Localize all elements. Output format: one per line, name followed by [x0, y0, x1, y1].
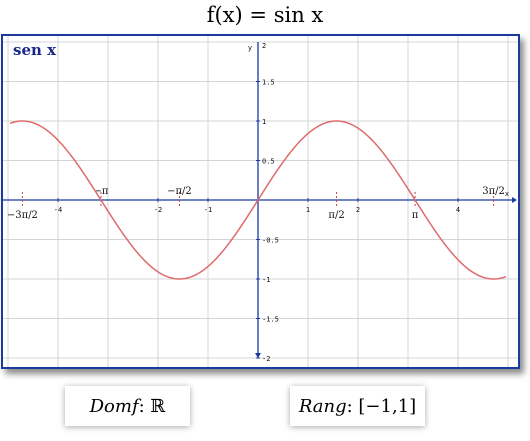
pi-tick-label: π/2 — [328, 210, 344, 221]
y-tick-label: 1.5 — [262, 79, 275, 87]
y-axis-arrow — [255, 353, 261, 358]
y-tick-label: -0.5 — [262, 237, 279, 245]
y-axis-label: y — [248, 44, 252, 52]
x-tick-label: -2 — [154, 206, 162, 214]
y-top-label: 2 — [262, 42, 266, 50]
y-tick-label: 1 — [262, 118, 266, 126]
x-axis-label: x — [505, 190, 509, 198]
chart-title: sen x — [13, 41, 57, 59]
range-label: Rang — [299, 396, 347, 417]
x-axis-arrow — [512, 197, 517, 203]
y-tick-label: -1.5 — [262, 316, 279, 324]
range-caption: Rang: [−1,1] — [290, 386, 425, 426]
chart-frame: x y -4 -2 -1 1 2 4 1.5 1 0.5 -0.5 -1 -1.5 -2 2 −3π/2 −π −π… — [1, 34, 520, 369]
x-tick-label: -1 — [204, 206, 212, 214]
domain-value: : ℝ — [139, 396, 166, 417]
x-tick-label: -4 — [54, 206, 62, 214]
pi-tick-label: −π/2 — [167, 186, 192, 197]
y-tick-label: 0.5 — [262, 158, 275, 166]
pi-tick-label: 3π/2 — [482, 186, 505, 197]
x-tick-label: 2 — [356, 206, 360, 214]
y-tick-label: -1 — [262, 276, 270, 284]
sine-chart: xy-4 -2 -1 1 2 41.510.5-0.5-1-1.5-22−3π/2−π −π… — [3, 36, 518, 367]
domain-caption: Domf: ℝ — [65, 386, 190, 426]
pi-tick-label: −3π/2 — [7, 210, 38, 221]
domain-label: Domf — [90, 396, 139, 417]
y-tick-label: -2 — [262, 355, 270, 363]
x-tick-label: 1 — [306, 206, 310, 214]
range-value: : [−1,1] — [347, 396, 417, 417]
x-tick-label: 4 — [456, 206, 460, 214]
page-title: f(x) = sin x — [0, 3, 530, 27]
pi-tick-label: π — [412, 210, 419, 221]
